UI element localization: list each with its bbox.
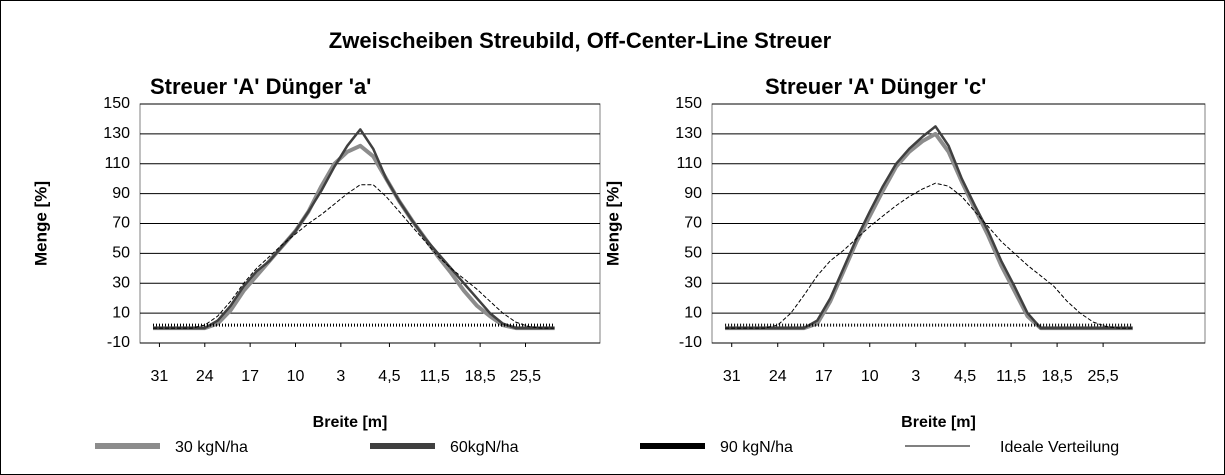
y-tick-label: 50 bbox=[112, 245, 130, 262]
x-tick-label: 3 bbox=[911, 368, 920, 385]
y-tick-label: 90 bbox=[684, 185, 702, 202]
legend-label: 90 kgN/ha bbox=[720, 439, 793, 456]
x-tick-label: 18,5 bbox=[465, 368, 496, 385]
y-tick-label: -10 bbox=[679, 334, 702, 351]
x-tick-label: 31 bbox=[151, 368, 169, 385]
x-tick-label: 25,5 bbox=[510, 368, 541, 385]
x-tick-label: 17 bbox=[815, 368, 833, 385]
y-axis-label: Menge [%] bbox=[31, 181, 50, 266]
x-tick-label: 11,5 bbox=[996, 368, 1026, 385]
y-tick-label: 110 bbox=[676, 155, 702, 172]
x-tick-label: 3 bbox=[336, 368, 345, 385]
x-tick-label: 4,5 bbox=[954, 368, 976, 385]
legend-label: Ideale Verteilung bbox=[1000, 439, 1119, 456]
y-tick-label: 10 bbox=[684, 304, 702, 321]
x-tick-label: 10 bbox=[861, 368, 879, 385]
series-line: Ideale Verteilung bbox=[725, 182, 1133, 329]
x-tick-label: 24 bbox=[769, 368, 787, 385]
figure-title: Zweischeiben Streubild, Off-Center-Line … bbox=[329, 28, 832, 53]
y-tick-label: 130 bbox=[675, 125, 702, 142]
y-tick-label: 110 bbox=[104, 155, 130, 172]
x-axis-label: Breite [m] bbox=[901, 414, 976, 431]
series-line bbox=[153, 184, 555, 329]
y-tick-label: 90 bbox=[112, 185, 130, 202]
x-tick-label: 31 bbox=[723, 368, 741, 385]
x-tick-label: 25,5 bbox=[1088, 368, 1119, 385]
y-axis-label: Menge [%] bbox=[603, 181, 622, 266]
y-tick-label: 150 bbox=[675, 95, 702, 112]
y-tick-label: 70 bbox=[112, 215, 130, 232]
y-tick-label: 50 bbox=[684, 245, 702, 262]
x-tick-label: 4,5 bbox=[378, 368, 400, 385]
series-line bbox=[153, 143, 555, 331]
series-line: 60kgN/ha bbox=[725, 125, 1133, 330]
x-axis-label: Breite [m] bbox=[313, 414, 388, 431]
legend-label: 30 kgN/ha bbox=[175, 439, 248, 456]
y-tick-label: 10 bbox=[112, 304, 130, 321]
y-tick-label: 70 bbox=[684, 215, 702, 232]
x-tick-label: 10 bbox=[287, 368, 305, 385]
y-tick-label: 150 bbox=[103, 95, 130, 112]
y-tick-label: 30 bbox=[684, 274, 702, 291]
y-tick-label: 30 bbox=[112, 274, 130, 291]
y-tick-label: 130 bbox=[103, 125, 130, 142]
chart-title: Streuer 'A' Dünger 'c' bbox=[765, 74, 986, 99]
legend-label: 60kgN/ha bbox=[450, 439, 519, 456]
x-tick-label: 17 bbox=[241, 368, 259, 385]
y-tick-label: -10 bbox=[107, 334, 130, 351]
x-tick-label: 24 bbox=[196, 368, 214, 385]
series-line bbox=[153, 128, 555, 330]
x-tick-label: 11,5 bbox=[420, 368, 450, 385]
x-tick-label: 18,5 bbox=[1042, 368, 1073, 385]
chart-title: Streuer 'A' Dünger 'a' bbox=[150, 74, 371, 99]
